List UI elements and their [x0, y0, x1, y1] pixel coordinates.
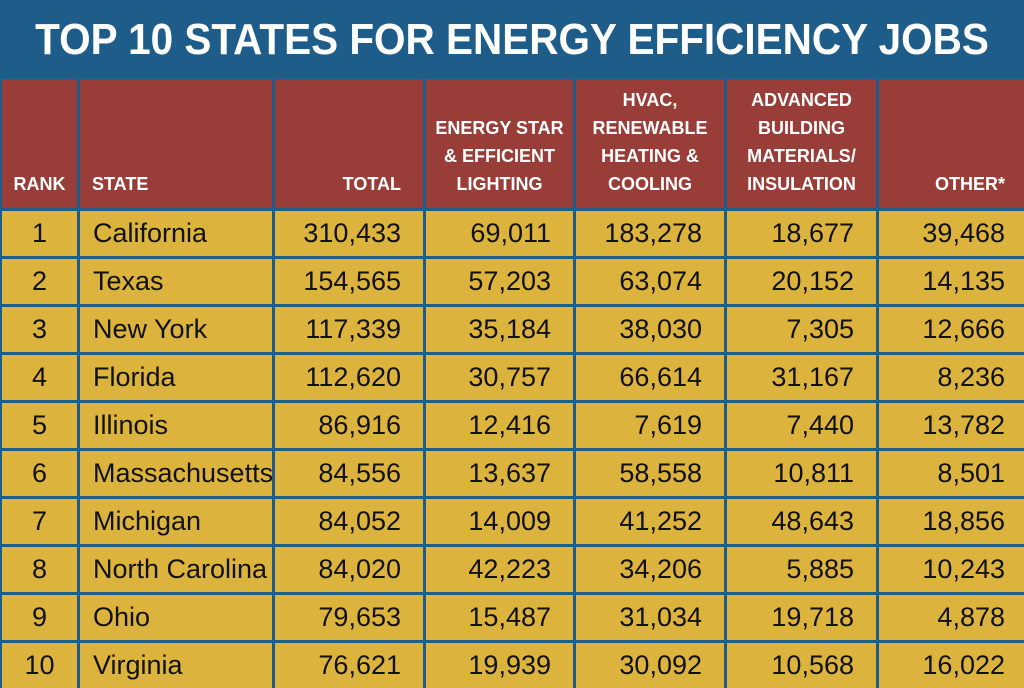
total-cell: 84,020 — [275, 547, 423, 592]
energy-star-cell: 13,637 — [426, 451, 573, 496]
hvac-cell: 7,619 — [576, 403, 724, 448]
rank-cell: 6 — [2, 451, 77, 496]
state-cell: Illinois — [80, 403, 272, 448]
header-total: TOTAL — [275, 79, 423, 208]
header-energy-star-lighting: ENERGY STAR & EFFICIENT LIGHTING — [426, 79, 573, 208]
total-cell: 117,339 — [275, 307, 423, 352]
state-cell: California — [80, 211, 272, 256]
energy-star-cell: 14,009 — [426, 499, 573, 544]
building-cell: 20,152 — [727, 259, 876, 304]
building-cell: 48,643 — [727, 499, 876, 544]
building-cell: 31,167 — [727, 355, 876, 400]
rank-cell: 9 — [2, 595, 77, 640]
hvac-cell: 66,614 — [576, 355, 724, 400]
hvac-cell: 41,252 — [576, 499, 724, 544]
rank-cell: 8 — [2, 547, 77, 592]
total-cell: 86,916 — [275, 403, 423, 448]
rank-cell: 1 — [2, 211, 77, 256]
other-cell: 13,782 — [879, 403, 1024, 448]
energy-star-cell: 12,416 — [426, 403, 573, 448]
total-cell: 154,565 — [275, 259, 423, 304]
building-cell: 19,718 — [727, 595, 876, 640]
rank-cell: 5 — [2, 403, 77, 448]
energy-star-cell: 57,203 — [426, 259, 573, 304]
header-rank: RANK — [2, 79, 77, 208]
rank-cell: 2 — [2, 259, 77, 304]
rank-cell: 7 — [2, 499, 77, 544]
other-cell: 8,501 — [879, 451, 1024, 496]
energy-star-cell: 30,757 — [426, 355, 573, 400]
state-cell: Florida — [80, 355, 272, 400]
chart-title: TOP 10 STATES FOR ENERGY EFFICIENCY JOBS — [35, 15, 989, 64]
other-cell: 10,243 — [879, 547, 1024, 592]
state-cell: Michigan — [80, 499, 272, 544]
total-cell: 112,620 — [275, 355, 423, 400]
energy-star-cell: 69,011 — [426, 211, 573, 256]
hvac-cell: 183,278 — [576, 211, 724, 256]
building-cell: 7,440 — [727, 403, 876, 448]
energy-star-cell: 15,487 — [426, 595, 573, 640]
jobs-table: RANK STATE TOTAL ENERGY STAR & EFFICIENT LI… — [2, 79, 1024, 688]
hvac-cell: 63,074 — [576, 259, 724, 304]
total-cell: 79,653 — [275, 595, 423, 640]
hvac-cell: 31,034 — [576, 595, 724, 640]
state-cell: New York — [80, 307, 272, 352]
state-cell: Massachusetts — [80, 451, 272, 496]
other-cell: 14,135 — [879, 259, 1024, 304]
building-cell: 10,811 — [727, 451, 876, 496]
other-cell: 12,666 — [879, 307, 1024, 352]
building-cell: 7,305 — [727, 307, 876, 352]
header-hvac-renewable: HVAC, RENEWABLE HEATING & COOLING — [576, 79, 724, 208]
header-other: OTHER* — [879, 79, 1024, 208]
other-cell: 4,878 — [879, 595, 1024, 640]
state-cell: North Carolina — [80, 547, 272, 592]
building-cell: 18,677 — [727, 211, 876, 256]
rank-cell: 3 — [2, 307, 77, 352]
energy-star-cell: 35,184 — [426, 307, 573, 352]
state-cell: Texas — [80, 259, 272, 304]
other-cell: 18,856 — [879, 499, 1024, 544]
infographic: TOP 10 STATES FOR ENERGY EFFICIENCY JOBS… — [2, 15, 1024, 688]
building-cell: 5,885 — [727, 547, 876, 592]
hvac-cell: 34,206 — [576, 547, 724, 592]
total-cell: 84,556 — [275, 451, 423, 496]
total-cell: 310,433 — [275, 211, 423, 256]
other-cell: 8,236 — [879, 355, 1024, 400]
header-advanced-building: ADVANCED BUILDING MATERIALS/ INSULATION — [727, 79, 876, 208]
hvac-cell: 38,030 — [576, 307, 724, 352]
header-state: STATE — [80, 79, 272, 208]
other-cell: 39,468 — [879, 211, 1024, 256]
state-cell: Ohio — [80, 595, 272, 640]
total-cell: 84,052 — [275, 499, 423, 544]
rank-cell: 4 — [2, 355, 77, 400]
energy-star-cell: 42,223 — [426, 547, 573, 592]
hvac-cell: 58,558 — [576, 451, 724, 496]
